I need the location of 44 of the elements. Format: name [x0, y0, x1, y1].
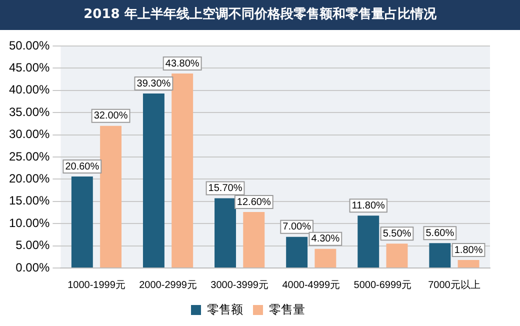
y-tick-label: 20.00%	[8, 172, 50, 186]
data-label: 12.60%	[236, 196, 271, 208]
x-tick-label: 3000-3999元	[210, 280, 268, 291]
legend-label: 零售额	[207, 302, 243, 316]
data-label: 32.00%	[94, 110, 128, 122]
y-tick-label: 15.00%	[8, 194, 50, 208]
y-tick-label: 0.00%	[16, 260, 50, 274]
data-label: 20.60%	[65, 161, 100, 172]
bar	[71, 176, 93, 268]
bar	[458, 260, 480, 268]
bar	[386, 244, 408, 268]
data-label: 15.70%	[208, 183, 242, 194]
data-label: 11.80%	[352, 200, 386, 212]
x-tick-label: 4000-4999元	[282, 280, 340, 291]
bar	[172, 74, 194, 268]
y-tick-label: 25.00%	[8, 149, 50, 164]
y-tick-label: 30.00%	[8, 127, 50, 142]
data-label: 4.30%	[311, 234, 340, 245]
data-label: 1.80%	[454, 244, 483, 256]
y-tick-label: 40.00%	[8, 82, 50, 97]
y-tick-label: 10.00%	[8, 216, 50, 230]
y-tick-label: 50.00%	[8, 38, 50, 52]
y-tick-label: 45.00%	[8, 60, 50, 75]
x-tick-label: 5000-6999元	[354, 280, 412, 291]
y-tick-label: 5.00%	[16, 238, 50, 252]
x-tick-label: 2000-2999元	[139, 280, 197, 291]
data-label: 43.80%	[165, 58, 200, 70]
y-tick-label: 35.00%	[8, 104, 50, 119]
x-tick-label: 7000元以上	[428, 278, 480, 291]
bar	[358, 216, 380, 268]
bar	[214, 198, 236, 268]
legend-label: 零售量	[269, 302, 305, 316]
chart-title: 2018 年上半年线上空调不同价格段零售额和零售量占比情况	[0, 0, 520, 30]
bar	[286, 236, 308, 268]
data-label: 5.50%	[382, 228, 412, 240]
bar	[243, 212, 265, 268]
data-label: 7.00%	[282, 222, 312, 233]
data-label: 39.30%	[136, 78, 171, 90]
bar	[429, 243, 451, 268]
bar	[142, 94, 164, 268]
bar	[314, 248, 336, 268]
x-tick-label: 1000-1999元	[68, 280, 126, 291]
bar	[100, 126, 122, 268]
data-label: 5.60%	[426, 228, 454, 239]
